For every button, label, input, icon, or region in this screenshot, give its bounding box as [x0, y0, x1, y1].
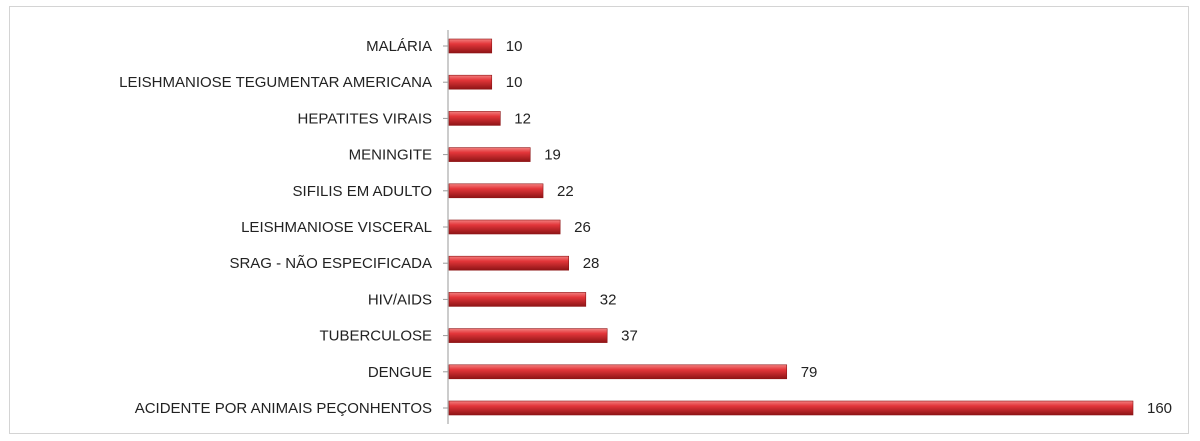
- category-label: TUBERCULOSE: [319, 328, 432, 345]
- value-label: 79: [801, 364, 818, 381]
- value-label: 12: [514, 110, 531, 127]
- category-label: LEISHMANIOSE TEGUMENTAR AMERICANA: [119, 74, 432, 91]
- bar: [448, 328, 608, 343]
- category-label: HEPATITES VIRAIS: [298, 110, 432, 127]
- bar: [448, 38, 493, 54]
- category-label: ACIDENTE POR ANIMAIS PEÇONHENTOS: [135, 400, 432, 417]
- value-label: 10: [506, 38, 523, 55]
- category-label: SIFILIS EM ADULTO: [293, 183, 432, 200]
- bar: [448, 147, 531, 162]
- category-label: HIV/AIDS: [368, 291, 432, 308]
- bar: [448, 364, 788, 380]
- category-label: DENGUE: [368, 364, 432, 381]
- value-label: 10: [506, 74, 523, 91]
- value-label: 160: [1147, 400, 1172, 417]
- value-label: 28: [583, 255, 600, 272]
- category-label: MALÁRIA: [366, 38, 432, 55]
- bar: [448, 74, 493, 90]
- category-label: MENINGITE: [349, 147, 432, 164]
- value-label: 32: [600, 291, 617, 308]
- value-label: 26: [574, 219, 591, 236]
- bar: [448, 219, 561, 235]
- bar: [448, 400, 1134, 416]
- value-label: 19: [544, 147, 561, 164]
- bar: [448, 183, 544, 199]
- category-label: SRAG - NÃO ESPECIFICADA: [229, 255, 432, 272]
- value-label: 37: [621, 328, 638, 345]
- bar: [448, 255, 569, 271]
- bar: [448, 292, 587, 307]
- category-label: LEISHMANIOSE VISCERAL: [241, 219, 432, 236]
- chart-frame: [9, 6, 1189, 434]
- value-label: 22: [557, 183, 574, 200]
- bar: [448, 111, 501, 126]
